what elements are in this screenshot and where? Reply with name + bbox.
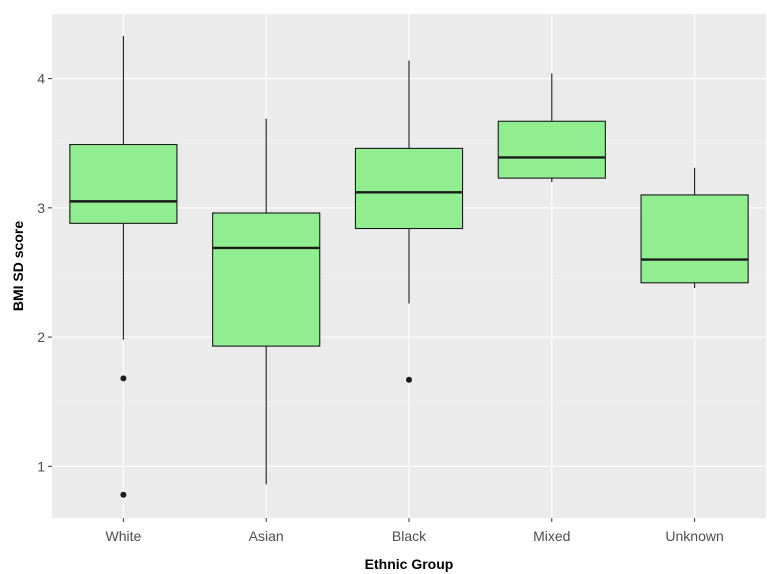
x-tick-label: Mixed [533, 528, 570, 544]
y-axis-ticks: 1 2 3 4 [37, 71, 52, 474]
x-axis-ticks: White Asian Black Mixed Unknown [106, 518, 724, 544]
y-axis-title: BMI SD score [10, 221, 26, 311]
box-asian [212, 118, 321, 485]
outlier-point [120, 375, 127, 382]
y-tick-label: 4 [37, 71, 45, 87]
box-black [354, 60, 464, 383]
boxes-layer [69, 35, 749, 498]
x-tick-label: White [106, 528, 142, 544]
x-tick-label: Asian [249, 528, 284, 544]
box-mixed [497, 73, 606, 182]
iqr-box [640, 194, 749, 284]
iqr-box [212, 212, 321, 347]
x-tick-label: Unknown [665, 528, 723, 544]
y-tick-label: 1 [37, 458, 45, 474]
iqr-box [497, 120, 606, 179]
box-white [69, 35, 178, 498]
y-tick-label: 2 [37, 329, 45, 345]
x-tick-label: Black [392, 528, 427, 544]
box-unknown [640, 167, 749, 288]
y-tick-label: 3 [37, 200, 45, 216]
x-axis-title: Ethnic Group [365, 556, 454, 572]
iqr-box [69, 143, 178, 224]
outlier-point [406, 376, 412, 383]
outlier-point [120, 491, 127, 498]
iqr-box [354, 147, 464, 230]
